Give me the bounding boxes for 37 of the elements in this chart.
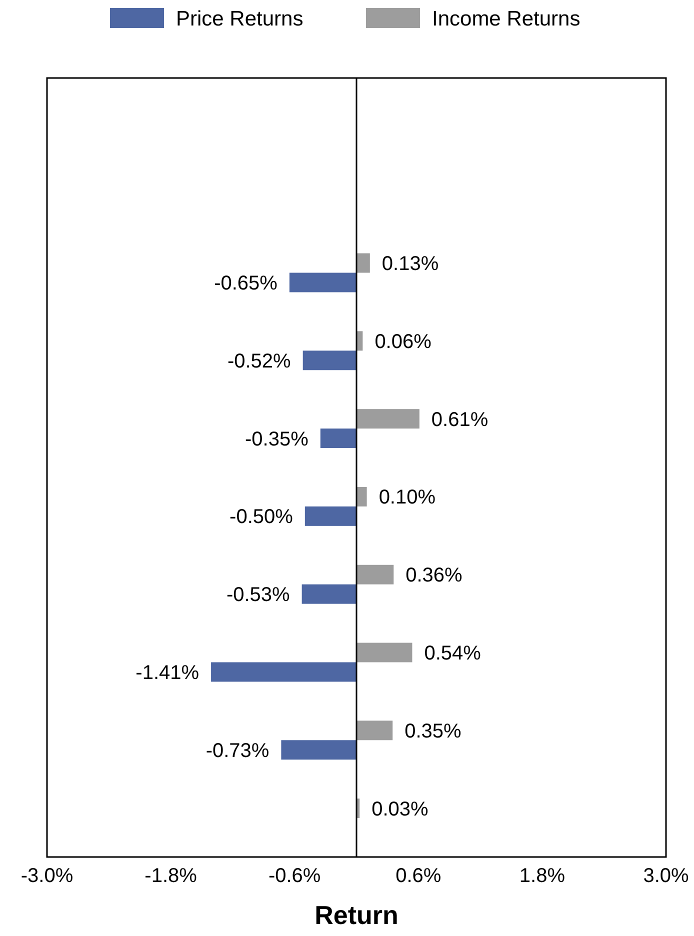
data-label: 0.06% <box>374 330 432 353</box>
data-label: 0.61% <box>431 408 488 431</box>
x-tick-label: 1.8% <box>519 865 566 887</box>
bar <box>302 584 356 604</box>
data-label: -0.65% <box>214 272 278 294</box>
x-axis-title: Return <box>314 900 398 930</box>
bar <box>356 564 394 584</box>
data-label: -0.73% <box>206 740 270 762</box>
data-label: -0.53% <box>226 584 290 606</box>
data-label: 0.03% <box>372 798 429 820</box>
bar <box>289 272 356 292</box>
x-tick-label: -0.6% <box>268 865 321 887</box>
bar <box>356 720 393 740</box>
bar <box>211 662 356 682</box>
data-label: -1.41% <box>136 662 200 684</box>
x-tick-label: 3.0% <box>643 865 690 887</box>
data-label: 0.13% <box>382 253 439 276</box>
data-label: -0.35% <box>245 428 309 450</box>
bar <box>356 486 367 506</box>
x-tick-label: -3.0% <box>20 865 74 887</box>
bar <box>281 740 356 760</box>
bar <box>320 428 356 448</box>
data-label: -0.50% <box>230 506 294 528</box>
bar <box>356 642 412 662</box>
data-label: 0.36% <box>406 564 463 587</box>
x-tick-label: -1.8% <box>144 865 198 887</box>
bar <box>356 253 370 273</box>
data-label: -0.52% <box>227 350 292 372</box>
legend-label: Price Returns <box>176 7 304 30</box>
data-label: 0.35% <box>404 720 462 742</box>
data-label: 0.10% <box>378 486 436 509</box>
legend-label: Income Returns <box>432 7 580 30</box>
bar <box>356 409 420 429</box>
data-label: 0.54% <box>424 642 482 665</box>
bar <box>304 506 356 526</box>
bar <box>302 350 356 370</box>
x-tick-label: 0.6% <box>396 865 442 887</box>
